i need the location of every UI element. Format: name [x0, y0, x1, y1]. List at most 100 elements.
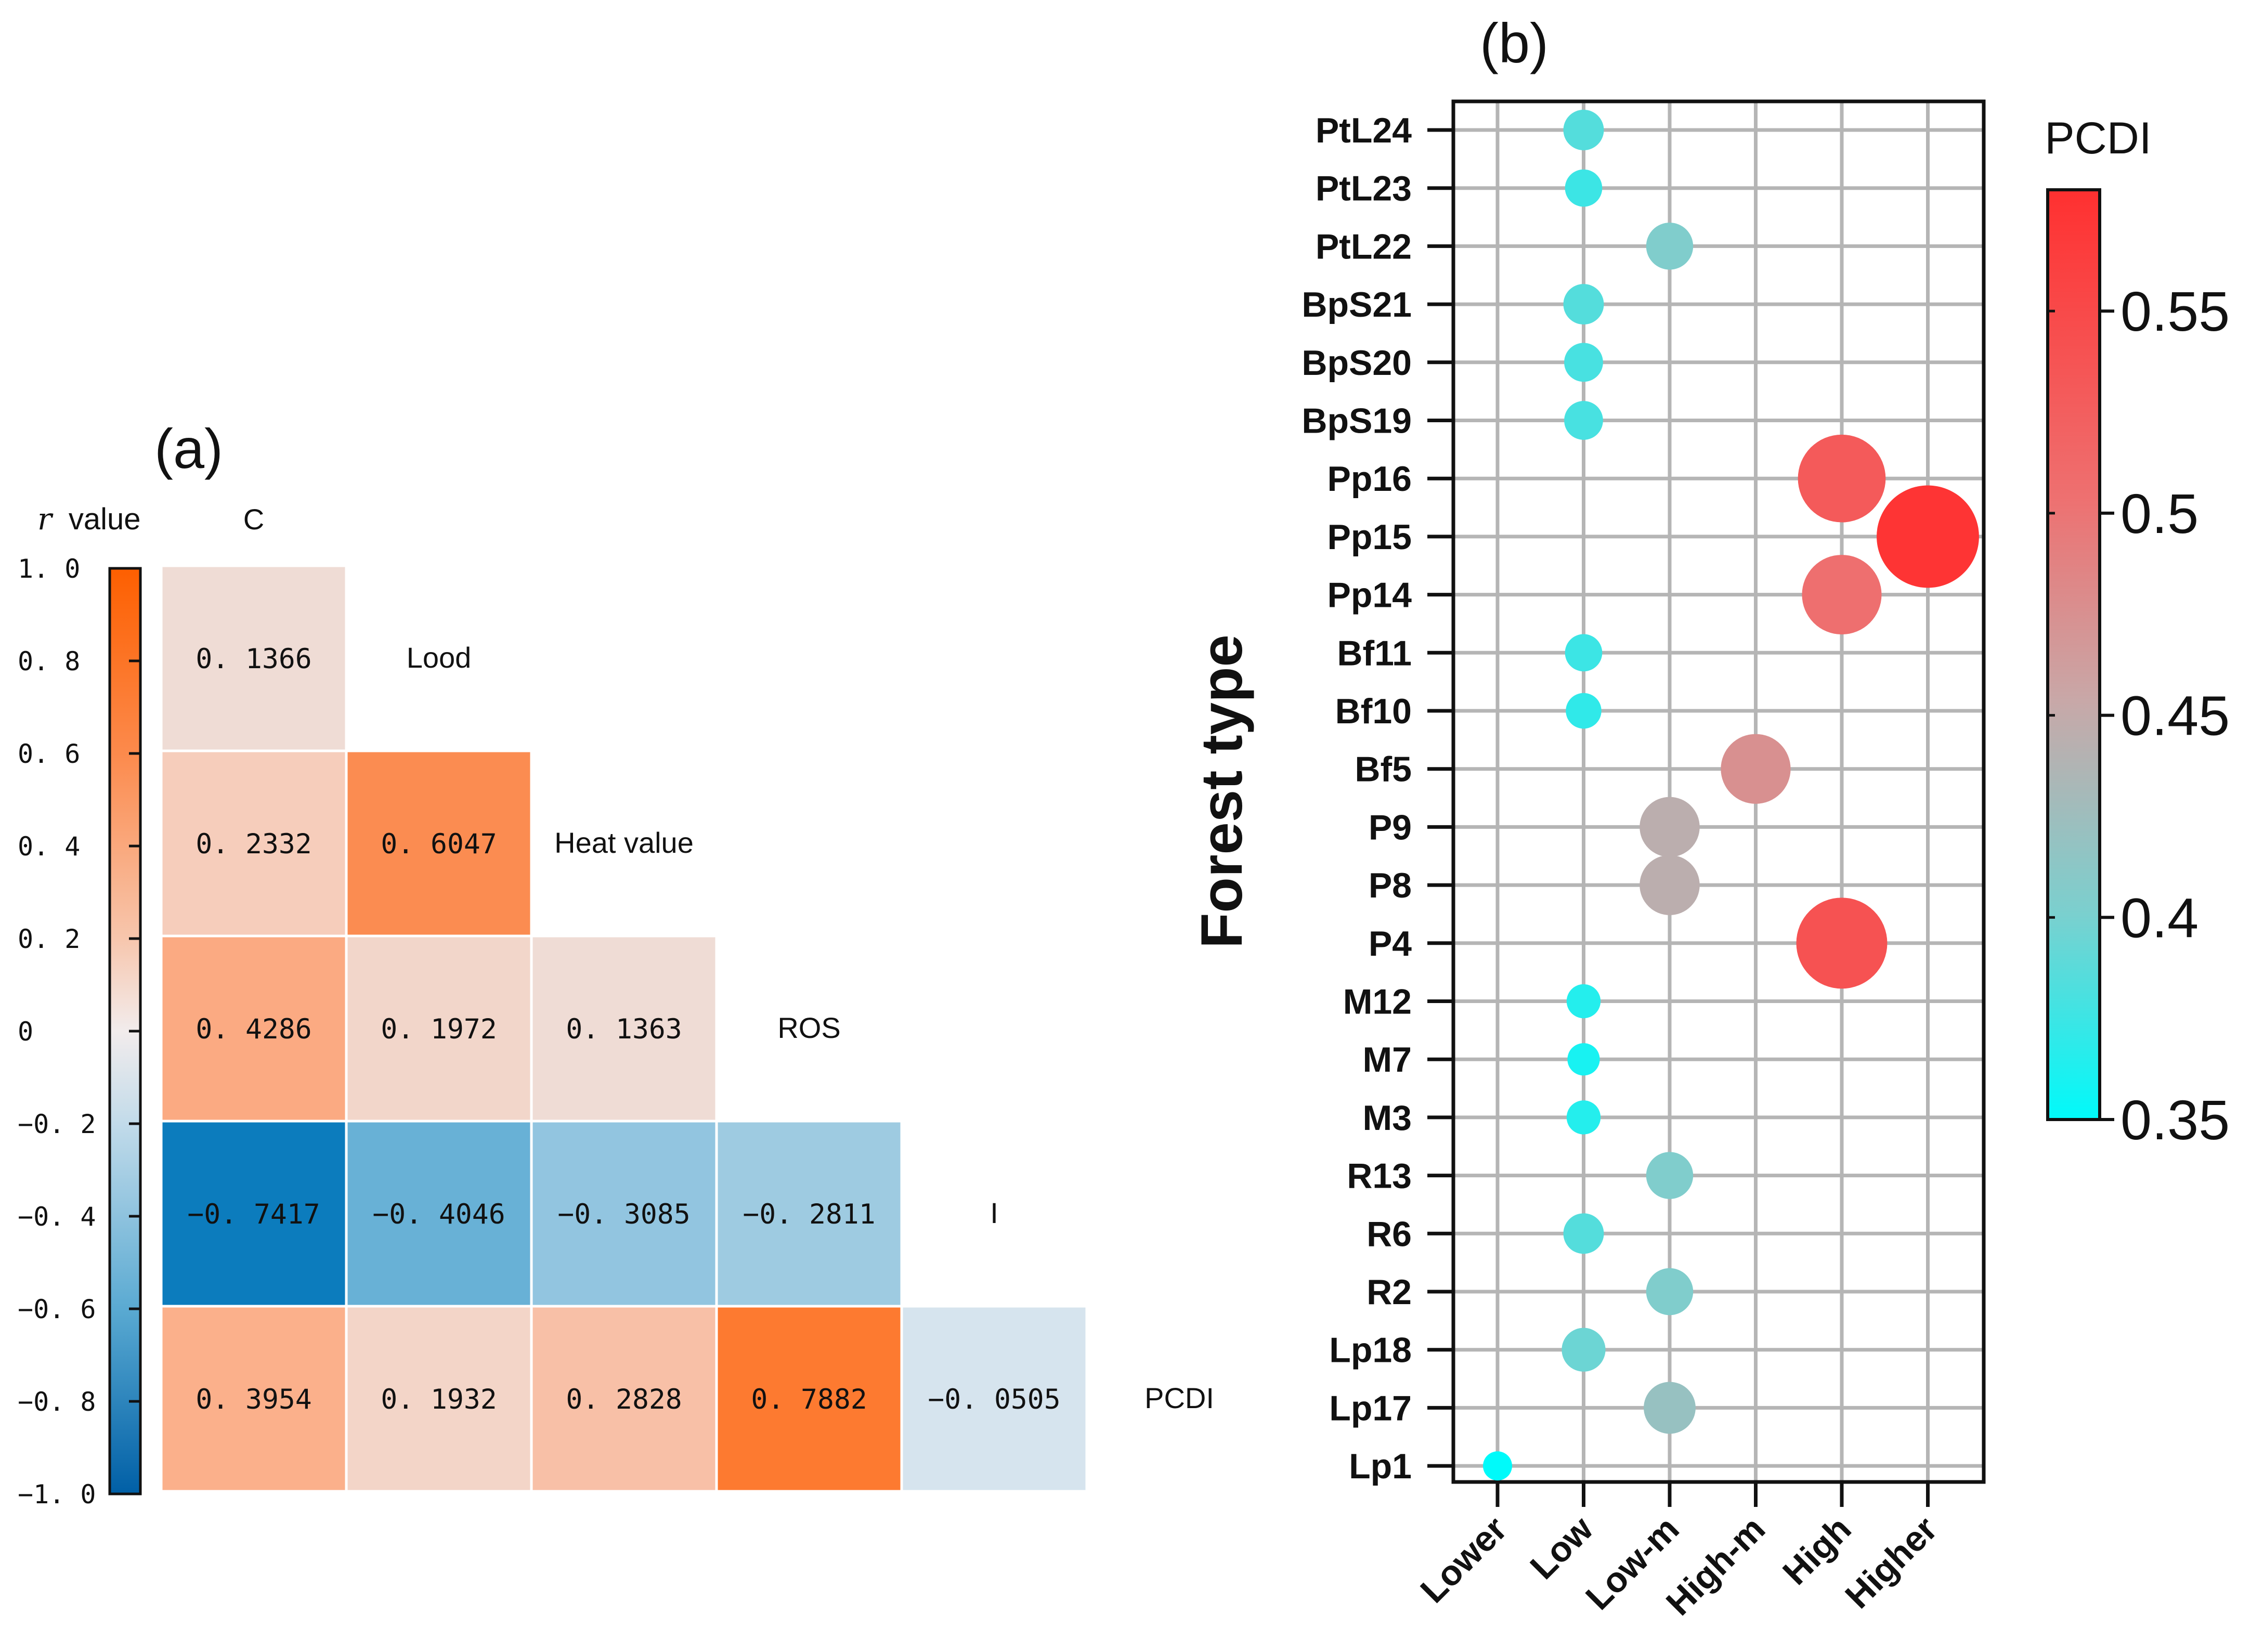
- pcdi-colorbar-title: PCDI: [2045, 113, 2151, 163]
- heatmap-cell-value: 0. 1972: [381, 1013, 497, 1045]
- rvalue-tick-label: 0. 2: [18, 924, 80, 954]
- bubble-point: [1564, 401, 1603, 440]
- bubble-point: [1644, 1382, 1696, 1434]
- heatmap-cell: [345, 934, 533, 1123]
- bubble-point: [1563, 284, 1604, 325]
- heatmap-cell: [530, 1305, 718, 1493]
- bubble-point: [1565, 169, 1603, 207]
- heatmap-cell-value: 0. 2828: [566, 1384, 682, 1415]
- bubble-point: [1564, 343, 1603, 382]
- heatmap-cell-value: 0. 4286: [196, 1013, 311, 1045]
- bubble-y-tick-label: M7: [1363, 1040, 1412, 1079]
- bubble-point: [1798, 434, 1886, 523]
- bubble-point: [1640, 855, 1700, 915]
- heatmap-variable-labels: C Lood Heat value ROS I PCDI: [243, 503, 1214, 1414]
- bubble-y-tick-label: BpS19: [1302, 401, 1412, 441]
- bubble-y-tick-label: R6: [1367, 1214, 1412, 1254]
- pcdi-tick-label: 0.45: [2120, 684, 2230, 747]
- bubble-y-tick-label: Pp16: [1327, 459, 1412, 499]
- rvalue-tick-label: 0. 4: [18, 831, 80, 862]
- bubble-y-tick-label: Bf10: [1335, 692, 1412, 731]
- bubble-y-tick-label: Lp17: [1329, 1388, 1412, 1428]
- bubble-point: [1562, 1328, 1606, 1372]
- heatmap-variable-label: I: [990, 1196, 998, 1229]
- bubble-y-tick-label: P8: [1369, 866, 1412, 905]
- bubble-y-tick-label: P9: [1369, 808, 1412, 847]
- panel-b-bubble-chart: (b) PtL24 PtL23 PtL22 BpS21 BpS20 BpS19 Pp16 Pp…: [1189, 11, 2230, 1623]
- bubble-y-tick-label: P4: [1369, 924, 1412, 964]
- pcdi-tick-label: 0.5: [2120, 482, 2198, 545]
- rvalue-tick-label: −0. 4: [18, 1202, 96, 1232]
- pcdi-colorbar: [2046, 188, 2101, 1121]
- heatmap-cell-value: 0. 2332: [196, 828, 311, 860]
- bubble-grid: [1453, 101, 1984, 1482]
- bubble-point: [1646, 223, 1694, 270]
- rvalue-tick-label: −0. 6: [18, 1294, 96, 1324]
- heatmap-cell-value: 0. 1932: [381, 1384, 497, 1415]
- bubble-y-tick-label: R2: [1367, 1272, 1412, 1312]
- heatmap-cell-value: −0. 2811: [743, 1199, 875, 1230]
- heatmap-cell: [530, 934, 718, 1123]
- rvalue-colorbar-label-r: r: [37, 501, 54, 537]
- bubble-point: [1802, 555, 1882, 635]
- heatmap-cell: [345, 1120, 533, 1308]
- bubble-point: [1877, 485, 1979, 588]
- bubble-points: [1483, 110, 1979, 1481]
- bubble-x-tick-label: Lower: [1413, 1509, 1514, 1610]
- rvalue-colorbar-label-value: value: [69, 502, 141, 536]
- pcdi-tick-label: 0.55: [2120, 280, 2230, 343]
- bubble-y-tick-label: Pp15: [1327, 517, 1412, 557]
- heatmap-cell: [345, 1305, 533, 1493]
- bubble-point: [1563, 1213, 1604, 1254]
- bubble-x-tick-label: Low: [1523, 1508, 1601, 1587]
- heatmap-cell: [715, 1120, 903, 1308]
- bubble-y-tick-label: PtL23: [1316, 169, 1412, 209]
- heatmap-cell-value: −0. 0505: [928, 1384, 1060, 1415]
- bubble-point: [1646, 1268, 1694, 1316]
- bubble-axis-ticks: [1427, 128, 1930, 1507]
- heatmap-variable-label: Lood: [407, 641, 472, 674]
- heatmap-cell: [160, 564, 348, 752]
- heatmap-cell: [160, 1120, 348, 1308]
- heatmap-variable-label: ROS: [777, 1011, 840, 1044]
- pcdi-tick-label: 0.4: [2120, 886, 2198, 949]
- rvalue-colorbar-label: r value: [37, 501, 141, 537]
- heatmap-cell-value: 0. 7882: [751, 1384, 867, 1415]
- bubble-point: [1563, 110, 1604, 150]
- bubble-point: [1796, 897, 1888, 989]
- bubble-point: [1640, 797, 1700, 857]
- rvalue-tick-label: −1. 0: [18, 1479, 96, 1510]
- bubble-point: [1566, 1100, 1601, 1135]
- rvalue-tick-label: 0. 8: [18, 646, 80, 677]
- bubble-point: [1483, 1451, 1512, 1481]
- bubble-y-tick-label: R13: [1347, 1156, 1412, 1196]
- pcdi-tick-label: 0.35: [2120, 1088, 2230, 1151]
- heatmap-cell-value: 0. 6047: [381, 828, 497, 860]
- heatmap-cell-value: 0. 1363: [566, 1013, 682, 1045]
- heatmap-cell: [900, 1305, 1088, 1493]
- rvalue-colorbar-ticks: 1. 0 0. 8 0. 6 0. 4 0. 2 0 −0. 2 −0. 4 −0. 6 −0. …: [18, 554, 140, 1510]
- bubble-y-tick-label: PtL22: [1316, 227, 1412, 266]
- rvalue-tick-label: −0. 8: [18, 1387, 96, 1417]
- bubble-y-tick-label: Lp1: [1349, 1447, 1412, 1486]
- bubble-y-tick-labels: PtL24 PtL23 PtL22 BpS21 BpS20 BpS19 Pp16 Pp15 Pp…: [1302, 111, 1412, 1486]
- heatmap-variable-label: PCDI: [1144, 1382, 1214, 1414]
- bubble-x-tick-label: Higher: [1838, 1509, 1945, 1616]
- bubble-point: [1565, 634, 1603, 672]
- heatmap-cell: [345, 749, 533, 938]
- bubble-plot-frame: [1451, 99, 1986, 1484]
- rvalue-tick-label: 0: [18, 1017, 33, 1047]
- bubble-point: [1721, 734, 1791, 804]
- bubble-point: [1567, 1043, 1600, 1076]
- rvalue-tick-label: −0. 2: [18, 1109, 96, 1139]
- bubble-point: [1566, 984, 1601, 1019]
- pcdi-colorbar-ticks: 0.55 0.5 0.45 0.4 0.35: [2048, 280, 2230, 1151]
- heatmap-cell: [715, 1305, 903, 1493]
- bubble-point: [1566, 693, 1602, 729]
- heatmap-cell: [160, 1305, 348, 1493]
- rvalue-tick-label: 1. 0: [18, 554, 80, 584]
- bubble-point: [1646, 1152, 1694, 1199]
- bubble-y-tick-label: BpS21: [1302, 285, 1412, 324]
